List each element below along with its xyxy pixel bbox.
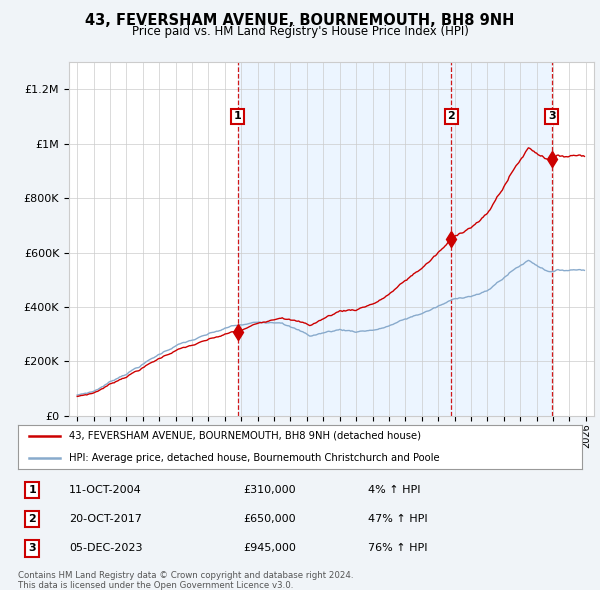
Text: Contains HM Land Registry data © Crown copyright and database right 2024.: Contains HM Land Registry data © Crown c… [18,571,353,580]
Text: £310,000: £310,000 [244,485,296,495]
Text: £945,000: £945,000 [244,543,296,553]
Text: 2: 2 [448,112,455,122]
Text: £650,000: £650,000 [244,514,296,524]
Text: This data is licensed under the Open Government Licence v3.0.: This data is licensed under the Open Gov… [18,581,293,589]
Text: 47% ↑ HPI: 47% ↑ HPI [368,514,427,524]
Text: 3: 3 [548,112,556,122]
Text: Price paid vs. HM Land Registry's House Price Index (HPI): Price paid vs. HM Land Registry's House … [131,25,469,38]
Text: 76% ↑ HPI: 76% ↑ HPI [368,543,427,553]
Text: 43, FEVERSHAM AVENUE, BOURNEMOUTH, BH8 9NH (detached house): 43, FEVERSHAM AVENUE, BOURNEMOUTH, BH8 9… [69,431,421,441]
Text: 1: 1 [234,112,242,122]
Text: 1: 1 [28,485,36,495]
Text: 2: 2 [28,514,36,524]
Text: 43, FEVERSHAM AVENUE, BOURNEMOUTH, BH8 9NH: 43, FEVERSHAM AVENUE, BOURNEMOUTH, BH8 9… [85,13,515,28]
Text: HPI: Average price, detached house, Bournemouth Christchurch and Poole: HPI: Average price, detached house, Bour… [69,453,439,463]
Text: 4% ↑ HPI: 4% ↑ HPI [368,485,420,495]
Text: 11-OCT-2004: 11-OCT-2004 [69,485,142,495]
Bar [238,62,551,416]
Text: 20-OCT-2017: 20-OCT-2017 [69,514,142,524]
Text: 05-DEC-2023: 05-DEC-2023 [69,543,142,553]
Text: 3: 3 [28,543,36,553]
